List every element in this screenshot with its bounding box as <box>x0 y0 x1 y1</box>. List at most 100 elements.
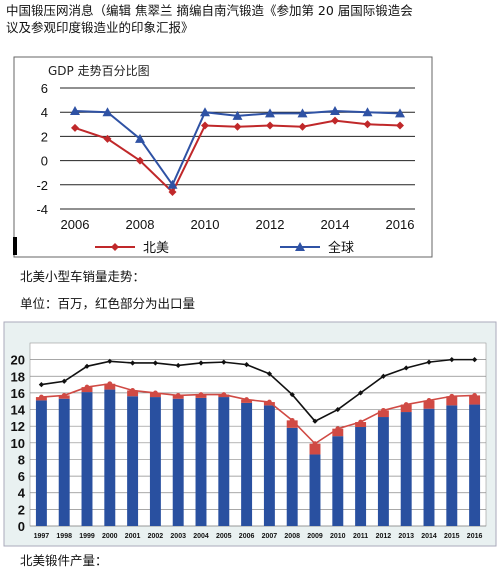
sales-ytick-label: 0 <box>18 519 25 534</box>
sales-black-point <box>61 378 67 384</box>
sales-red-point <box>107 381 113 387</box>
sales-red-point <box>381 407 386 413</box>
sales-ytick-label: 16 <box>11 386 25 401</box>
global-point <box>362 107 373 117</box>
sales-red-point <box>130 388 136 393</box>
domestic-sales-bar <box>286 427 298 526</box>
sales-red-point <box>198 392 204 397</box>
domestic-sales-bar <box>332 436 344 526</box>
sales-black-point <box>289 391 295 398</box>
sales-xtick-label: 2008 <box>284 533 300 540</box>
intro-line-2: 议及参观印度锻造业的印象汇报》 <box>6 20 194 35</box>
domestic-sales-bar <box>127 396 139 526</box>
sales-plot-area <box>29 342 487 527</box>
gdp-ytick-label: 0 <box>41 154 48 169</box>
vehicle-sales-heading: 北美小型车销量走势： <box>20 269 146 284</box>
domestic-sales-bar <box>58 398 70 526</box>
gdp-chart: GDP 走势百分比图 -4 -2 0 2 4 6 2006 2008 2010 2012 2014 20… <box>13 56 433 258</box>
export-sales-bar <box>127 390 139 397</box>
sales-xtick-label: 1999 <box>79 533 95 540</box>
domestic-sales-bar <box>35 400 47 526</box>
sales-xtick-label: 2003 <box>170 533 186 540</box>
export-sales-bar <box>423 400 435 409</box>
north-america-point <box>103 134 112 143</box>
global-point <box>200 107 210 117</box>
sales-ytick-label: 14 <box>11 403 26 418</box>
sales-black-point <box>221 359 227 365</box>
sales-red-point <box>358 419 363 425</box>
north-america-point <box>136 156 144 165</box>
sales-black-point <box>198 360 204 366</box>
export-sales-bar <box>104 383 116 390</box>
domestic-sales-bar <box>104 389 116 526</box>
global-point <box>167 179 178 189</box>
north-america-point <box>168 188 177 197</box>
gdp-ytick-label: -2 <box>36 178 48 193</box>
sales-black-point <box>403 365 409 371</box>
sales-red-point <box>84 384 90 390</box>
sales-red-point <box>61 393 67 398</box>
sales-xtick-label: 2007 <box>262 533 278 540</box>
sales-xtick-label: 2011 <box>353 533 368 540</box>
sales-xtick-label: 1997 <box>34 533 50 540</box>
export-sales-bar <box>469 395 481 405</box>
gdp-ytick-label: 4 <box>41 105 48 120</box>
gdp-xtick-label: 2010 <box>191 217 220 232</box>
legend-label: 北美 <box>143 241 169 256</box>
sales-black-point <box>472 357 478 363</box>
domestic-sales-bar <box>172 398 184 526</box>
sales-xtick-label: 2009 <box>307 533 323 540</box>
sales-xtick-label: 2002 <box>148 533 164 540</box>
north-america-point <box>233 122 242 131</box>
sales-xtick-label: 2005 <box>216 533 232 540</box>
unit-note: 单位：百万，红色部分为出口量 <box>20 296 196 311</box>
gdp-chart-title: GDP 走势百分比图 <box>48 64 150 78</box>
domestic-sales-bar <box>377 417 389 526</box>
legend-label: 全球 <box>328 240 354 256</box>
export-sales-bar <box>400 404 412 413</box>
sales-xtick-label: 2016 <box>467 533 483 540</box>
export-sales-bar <box>446 396 458 406</box>
sales-red-point <box>39 394 44 400</box>
sales-ytick-label: 4 <box>18 486 26 501</box>
sales-xtick-label: 2014 <box>421 533 437 540</box>
gdp-ytick-label: 2 <box>41 129 48 144</box>
sales-black-point <box>266 371 272 377</box>
legend-marker <box>111 243 119 251</box>
north-america-point <box>201 121 209 130</box>
export-sales-bar <box>309 443 321 455</box>
export-sales-bar <box>355 422 367 428</box>
sales-black-point <box>38 381 44 388</box>
sales-black-point <box>380 373 386 379</box>
gdp-xtick-label: 2016 <box>386 217 415 232</box>
sales-xtick-label: 2001 <box>125 533 141 540</box>
sales-ytick-label: 8 <box>18 452 25 467</box>
global-point <box>70 105 80 115</box>
sales-ytick-label: 12 <box>11 419 25 434</box>
domestic-sales-bar <box>400 412 412 526</box>
sales-black-point <box>175 362 181 369</box>
sales-ytick-label: 10 <box>11 436 25 451</box>
export-sales-bar <box>377 410 389 418</box>
north-america-point <box>331 116 339 125</box>
intro-paragraph: 中国锻压网消息（编辑 焦翠兰 摘编自南汽锻造《参加第 20 届国际锻造会 议及参… <box>6 2 494 36</box>
sales-red-point <box>403 402 409 407</box>
export-sales-bar <box>332 428 344 437</box>
north-america-point <box>266 121 274 130</box>
intro-line-1: 中国锻压网消息（编辑 焦翠兰 摘编自南汽锻造《参加第 20 届国际锻造会 <box>6 3 413 18</box>
sales-black-line <box>41 358 475 423</box>
global-point <box>330 105 340 115</box>
sales-red-point <box>472 393 477 398</box>
sales-red-point <box>312 441 318 447</box>
sales-black-point <box>152 360 158 366</box>
sales-red-point <box>289 417 295 423</box>
sales-red-point <box>221 392 227 397</box>
export-sales-bar <box>81 387 93 393</box>
sales-red-point <box>153 390 158 396</box>
gdp-xtick-label: 2006 <box>61 217 90 232</box>
domestic-sales-bar <box>263 405 275 526</box>
domestic-sales-bar <box>218 397 230 526</box>
domestic-sales-bar <box>241 402 253 526</box>
sales-red-point <box>244 397 250 402</box>
sales-xtick-label: 2000 <box>102 533 118 540</box>
